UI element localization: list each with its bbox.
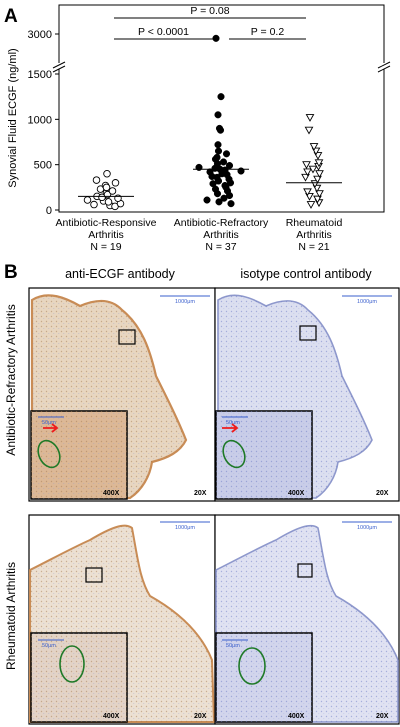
svg-text:1000μm: 1000μm bbox=[357, 525, 377, 531]
data-point bbox=[90, 200, 98, 209]
svg-text:400X: 400X bbox=[288, 490, 305, 497]
micrograph-ra-isotype: 1000μm 50μm 400X 20X bbox=[214, 287, 400, 502]
group-label: Arthritis bbox=[88, 229, 124, 241]
significance-brackets: P = 0.08P < 0.0001 P = 0.2 bbox=[114, 5, 306, 40]
data-point bbox=[103, 169, 111, 178]
data-point bbox=[214, 147, 223, 155]
data-point bbox=[206, 168, 214, 176]
svg-text:20X: 20X bbox=[376, 490, 389, 497]
break-mark bbox=[52, 61, 66, 69]
data-point bbox=[213, 173, 221, 181]
data-point bbox=[83, 196, 92, 204]
red-arrow-annotation bbox=[43, 423, 59, 433]
data-point bbox=[314, 159, 324, 168]
data-point bbox=[92, 176, 101, 184]
data-point bbox=[313, 195, 322, 204]
group-label: Antibiotic-Refractory bbox=[174, 217, 269, 229]
data-point bbox=[303, 168, 312, 177]
y-axis-label: Synovial Fluid ECGF (ng/ml) bbox=[7, 48, 19, 187]
p-value-label: P = 0.2 bbox=[251, 26, 285, 38]
data-point bbox=[102, 183, 111, 192]
y-tick-label: 3000 bbox=[28, 29, 52, 41]
inset-region-box bbox=[118, 329, 136, 345]
micrograph-rheum-anti: 1000μm 50μm 400X 20X bbox=[28, 514, 216, 725]
data-point bbox=[309, 143, 319, 151]
svg-text:400X: 400X bbox=[103, 713, 120, 720]
group-label: Arthritis bbox=[203, 229, 239, 241]
group-label: N = 19 bbox=[90, 241, 121, 253]
data-point bbox=[315, 190, 324, 198]
median-lines bbox=[78, 168, 342, 197]
break-mark bbox=[377, 61, 391, 69]
group-label: N = 21 bbox=[298, 241, 329, 253]
svg-text:50μm: 50μm bbox=[42, 420, 56, 426]
data-point bbox=[301, 173, 310, 182]
break-mark bbox=[52, 65, 66, 73]
data-point bbox=[111, 179, 120, 187]
mag-400x-label: 400X bbox=[103, 490, 120, 497]
svg-text:50μm: 50μm bbox=[226, 420, 240, 426]
y-tick-label: 500 bbox=[34, 160, 52, 172]
data-point bbox=[304, 126, 314, 135]
green-circle-annotation bbox=[37, 439, 61, 469]
y-tick-label: 1000 bbox=[28, 114, 52, 126]
row-header-antibiotic-refractory: Antibiotic-Refractory Arthritis bbox=[4, 304, 18, 455]
y-tick-label: 1500 bbox=[28, 69, 52, 81]
data-point bbox=[227, 200, 235, 208]
column-header-anti: anti-ECGF antibody bbox=[65, 267, 176, 281]
micrograph-rheum-isotype: 1000μm 50μm 400X 20X bbox=[214, 514, 400, 725]
data-point bbox=[214, 141, 222, 149]
data-point bbox=[305, 114, 315, 122]
data-point bbox=[222, 183, 230, 191]
panel-a-letter: A bbox=[4, 6, 18, 27]
svg-text:50μm: 50μm bbox=[42, 643, 56, 649]
group-label: Antibiotic-Responsive bbox=[56, 217, 157, 229]
panel-b-letter: B bbox=[4, 262, 18, 283]
svg-text:400X: 400X bbox=[288, 713, 305, 720]
data-point bbox=[215, 198, 223, 206]
y-tick-label: 0 bbox=[46, 205, 52, 217]
svg-text:20X: 20X bbox=[376, 713, 389, 720]
data-point bbox=[108, 187, 117, 195]
data-point bbox=[302, 161, 311, 169]
data-points bbox=[83, 34, 324, 211]
data-point bbox=[221, 166, 229, 174]
data-point bbox=[225, 162, 234, 170]
p-value-label: P < 0.0001 bbox=[138, 26, 189, 38]
column-header-isotype: isotype control antibody bbox=[240, 267, 372, 281]
data-point bbox=[306, 201, 316, 209]
svg-text:1000μm: 1000μm bbox=[175, 525, 195, 531]
group-label: N = 37 bbox=[205, 241, 236, 253]
data-point bbox=[214, 111, 222, 119]
scalebar-label: 1000μm bbox=[175, 299, 195, 305]
data-point bbox=[216, 126, 225, 134]
svg-text:50μm: 50μm bbox=[226, 643, 240, 649]
group-label: Rheumatoid bbox=[286, 217, 343, 229]
data-point bbox=[303, 188, 312, 197]
data-point bbox=[313, 175, 322, 184]
data-point bbox=[212, 34, 220, 42]
data-point bbox=[308, 165, 318, 174]
data-point bbox=[213, 153, 221, 161]
plot-frame bbox=[58, 4, 385, 213]
svg-text:1000μm: 1000μm bbox=[357, 299, 377, 305]
data-point bbox=[217, 93, 225, 101]
data-point bbox=[203, 196, 211, 204]
group-label: Arthritis bbox=[296, 229, 332, 241]
mag-20x-label: 20X bbox=[194, 490, 207, 497]
axis-breaks bbox=[52, 61, 391, 73]
data-point bbox=[219, 158, 228, 166]
row-header-rheumatoid: Rheumatoid Arthritis bbox=[4, 562, 18, 670]
data-point bbox=[104, 198, 113, 206]
data-point bbox=[315, 170, 324, 179]
micrograph-ra-anti: 1000μm 50μm 400X 20X bbox=[28, 287, 216, 502]
svg-text:20X: 20X bbox=[194, 713, 207, 720]
break-mark bbox=[377, 65, 391, 73]
p-value-label: P = 0.08 bbox=[190, 5, 229, 17]
y-ticks: 0 500 1000 1500 3000 bbox=[28, 29, 59, 217]
data-point bbox=[222, 150, 231, 158]
